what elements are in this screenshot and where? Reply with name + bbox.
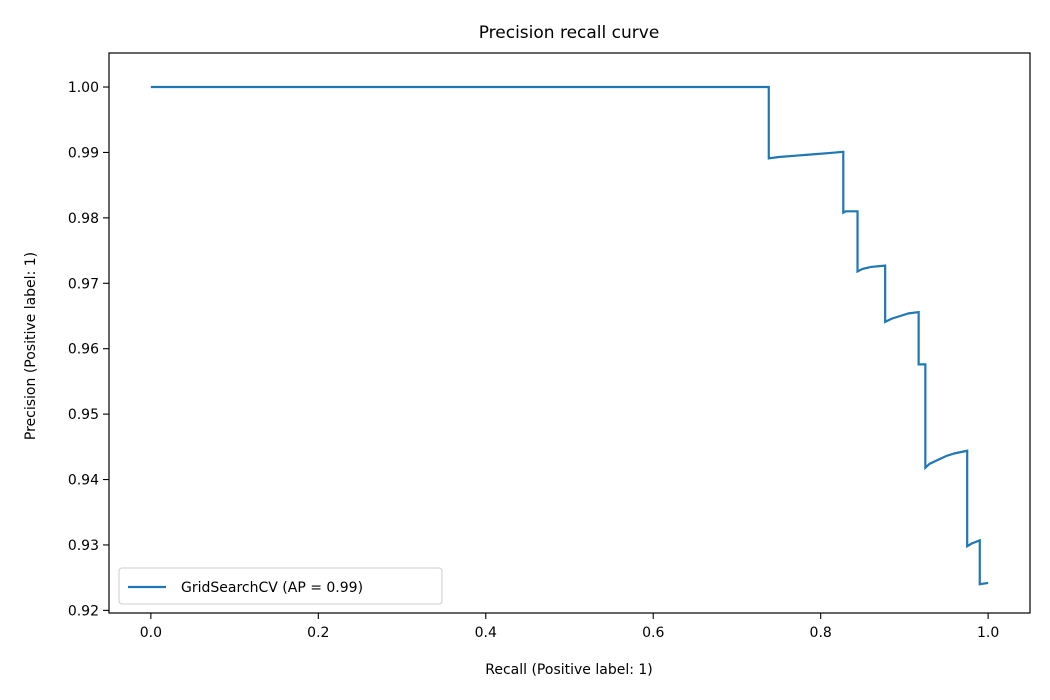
- y-tick-label: 0.97: [68, 276, 99, 292]
- y-tick-label: 0.96: [68, 342, 99, 358]
- y-tick-label: 0.95: [68, 407, 99, 423]
- x-tick-label: 0.0: [140, 625, 162, 641]
- x-axis: 0.0 0.2 0.4 0.6 0.8 1.0: [140, 613, 999, 641]
- legend: GridSearchCV (AP = 0.99): [118, 567, 443, 605]
- y-tick-label: 0.98: [68, 211, 99, 227]
- x-tick-label: 0.4: [475, 625, 497, 641]
- y-tick-label: 1.00: [68, 80, 99, 96]
- x-axis-label: Recall (Positive label: 1): [485, 662, 653, 678]
- x-tick-label: 0.8: [810, 625, 832, 641]
- y-axis-label: Precision (Positive label: 1): [23, 252, 39, 440]
- y-tick-label: 0.94: [68, 473, 99, 489]
- legend-entry-label: GridSearchCV (AP = 0.99): [181, 580, 363, 596]
- series-line: [150, 85, 989, 586]
- plot-frame: [108, 52, 1031, 614]
- x-tick-label: 0.2: [307, 625, 329, 641]
- chart-title: Precision recall curve: [479, 23, 660, 43]
- y-tick-label: 0.92: [68, 603, 99, 619]
- y-tick-label: 0.93: [68, 538, 99, 554]
- y-tick-label: 0.99: [68, 145, 99, 161]
- y-axis: 0.92 0.93 0.94 0.95 0.96 0.97 0.98 0.99 1.00: [68, 80, 109, 619]
- legend-box: [118, 567, 443, 605]
- x-tick-label: 1.0: [977, 625, 999, 641]
- x-tick-label: 0.6: [642, 625, 664, 641]
- plot-area: [108, 52, 1031, 614]
